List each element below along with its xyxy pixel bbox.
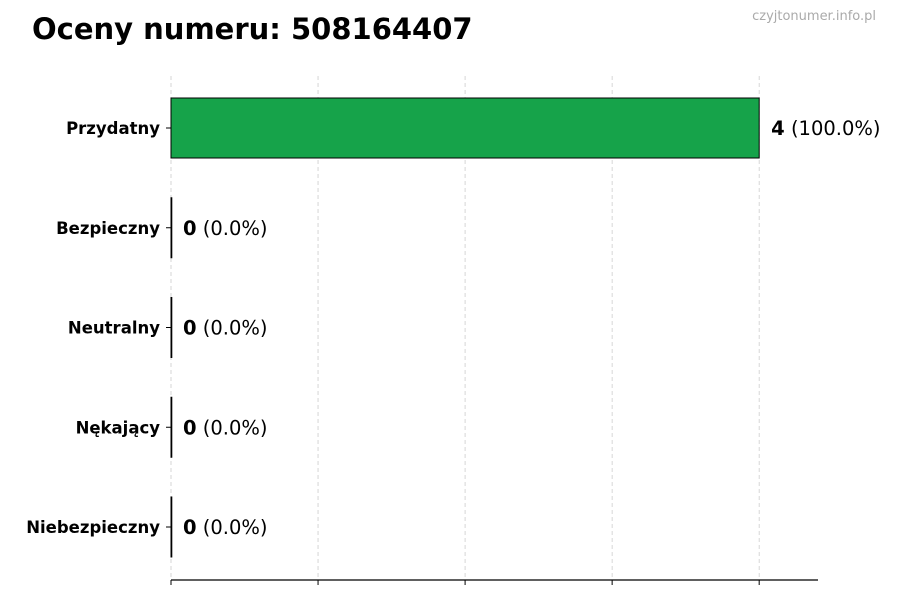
value-percent: (100.0%) xyxy=(785,117,881,140)
value-label: 4 (100.0%) xyxy=(771,117,880,140)
category-label: Bezpieczny xyxy=(56,219,160,238)
value-count: 0 xyxy=(183,416,197,439)
bar-Bezpieczny xyxy=(170,197,173,259)
bar-Niebezpieczny xyxy=(170,496,173,558)
category-label: Niebezpieczny xyxy=(26,518,160,537)
value-label: 0 (0.0%) xyxy=(183,317,268,340)
watermark: czyjtonumer.info.pl xyxy=(752,9,876,24)
value-percent: (0.0%) xyxy=(197,416,268,439)
value-percent: (0.0%) xyxy=(197,317,268,340)
chart-title: Oceny numeru: 508164407 xyxy=(32,12,473,46)
category-label: Nękający xyxy=(76,418,161,437)
category-label: Przydatny xyxy=(66,119,160,138)
value-count: 0 xyxy=(183,217,197,240)
value-count: 0 xyxy=(183,516,197,539)
category-label: Neutralny xyxy=(68,319,160,338)
value-count: 0 xyxy=(183,317,197,340)
value-count: 4 xyxy=(771,117,785,140)
bar-Przydatny xyxy=(170,97,760,159)
value-label: 0 (0.0%) xyxy=(183,516,268,539)
value-label: 0 (0.0%) xyxy=(183,416,268,439)
value-percent: (0.0%) xyxy=(197,217,268,240)
value-percent: (0.0%) xyxy=(197,516,268,539)
bar-Nękający xyxy=(170,396,173,458)
value-label: 0 (0.0%) xyxy=(183,217,268,240)
bar-Neutralny xyxy=(170,297,173,358)
